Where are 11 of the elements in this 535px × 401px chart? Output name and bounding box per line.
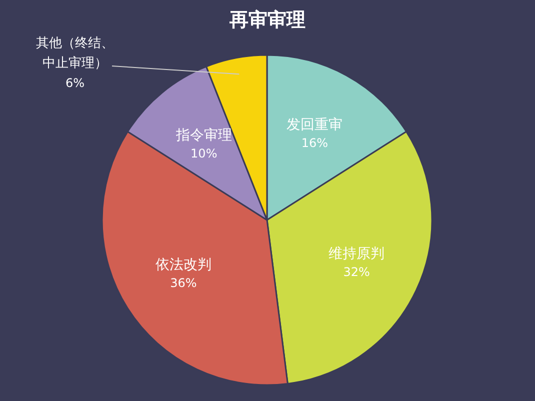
slice-label: 依法改判: [155, 257, 212, 274]
slice-label: 指令审理: [174, 128, 232, 144]
data-label: 6%: [65, 76, 85, 90]
data-label: 32%: [343, 265, 370, 280]
chart-title: 再审审理: [228, 9, 306, 31]
data-label: 16%: [301, 136, 328, 150]
data-label: 10%: [190, 146, 218, 161]
slice-label: 维持原判: [328, 246, 385, 262]
slice-label: 其他（终结、中止审理）: [36, 36, 114, 71]
slice-label: 发回重审: [286, 117, 343, 134]
data-label: 36%: [170, 276, 197, 290]
